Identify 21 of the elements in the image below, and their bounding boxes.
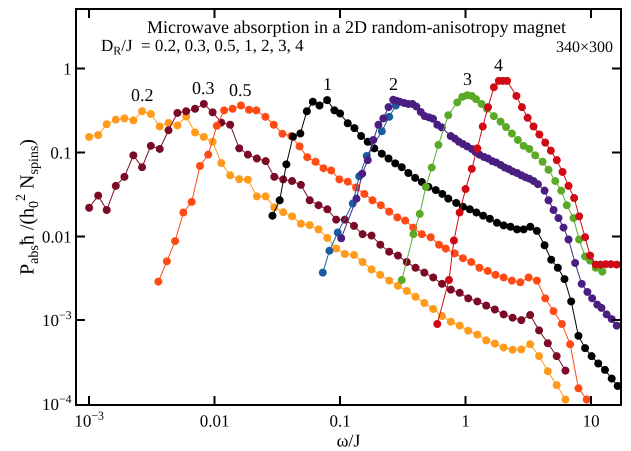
series-label: 0.3 (192, 78, 214, 98)
y-tick-label: 0.01 (42, 227, 72, 246)
x-tick-label: 1 (461, 411, 470, 430)
y-tick-label: 10$^{−4}$ (42, 392, 72, 414)
y-tick-label: 0.1 (50, 143, 72, 162)
y-tick-label: 10$^{−3}$ (42, 308, 72, 330)
chart-title: Microwave absorption in a 2D random-anisotropy magnet (147, 16, 566, 37)
x-tick-label: 10 (582, 411, 600, 430)
series-label: 4 (494, 55, 503, 75)
x-tick-label: 0.01 (200, 411, 230, 430)
series-label: 1 (323, 74, 332, 94)
x-tick-label: 0.1 (329, 411, 351, 430)
annotation: 340×300 (556, 39, 614, 56)
series-label: 3 (463, 69, 472, 89)
series-label: 0.5 (229, 80, 252, 100)
x-axis-title: ω/J (336, 430, 360, 450)
x-tick-label: 10$^{−3}$ (74, 408, 104, 430)
y-tick-label: 1 (63, 60, 72, 79)
text: D$_{R}$/J = 0.2, 0.3, 0.5, 1, 2, 3, 4 (101, 36, 304, 58)
series-label: 0.2 (131, 85, 154, 105)
series-label: 2 (389, 74, 398, 94)
